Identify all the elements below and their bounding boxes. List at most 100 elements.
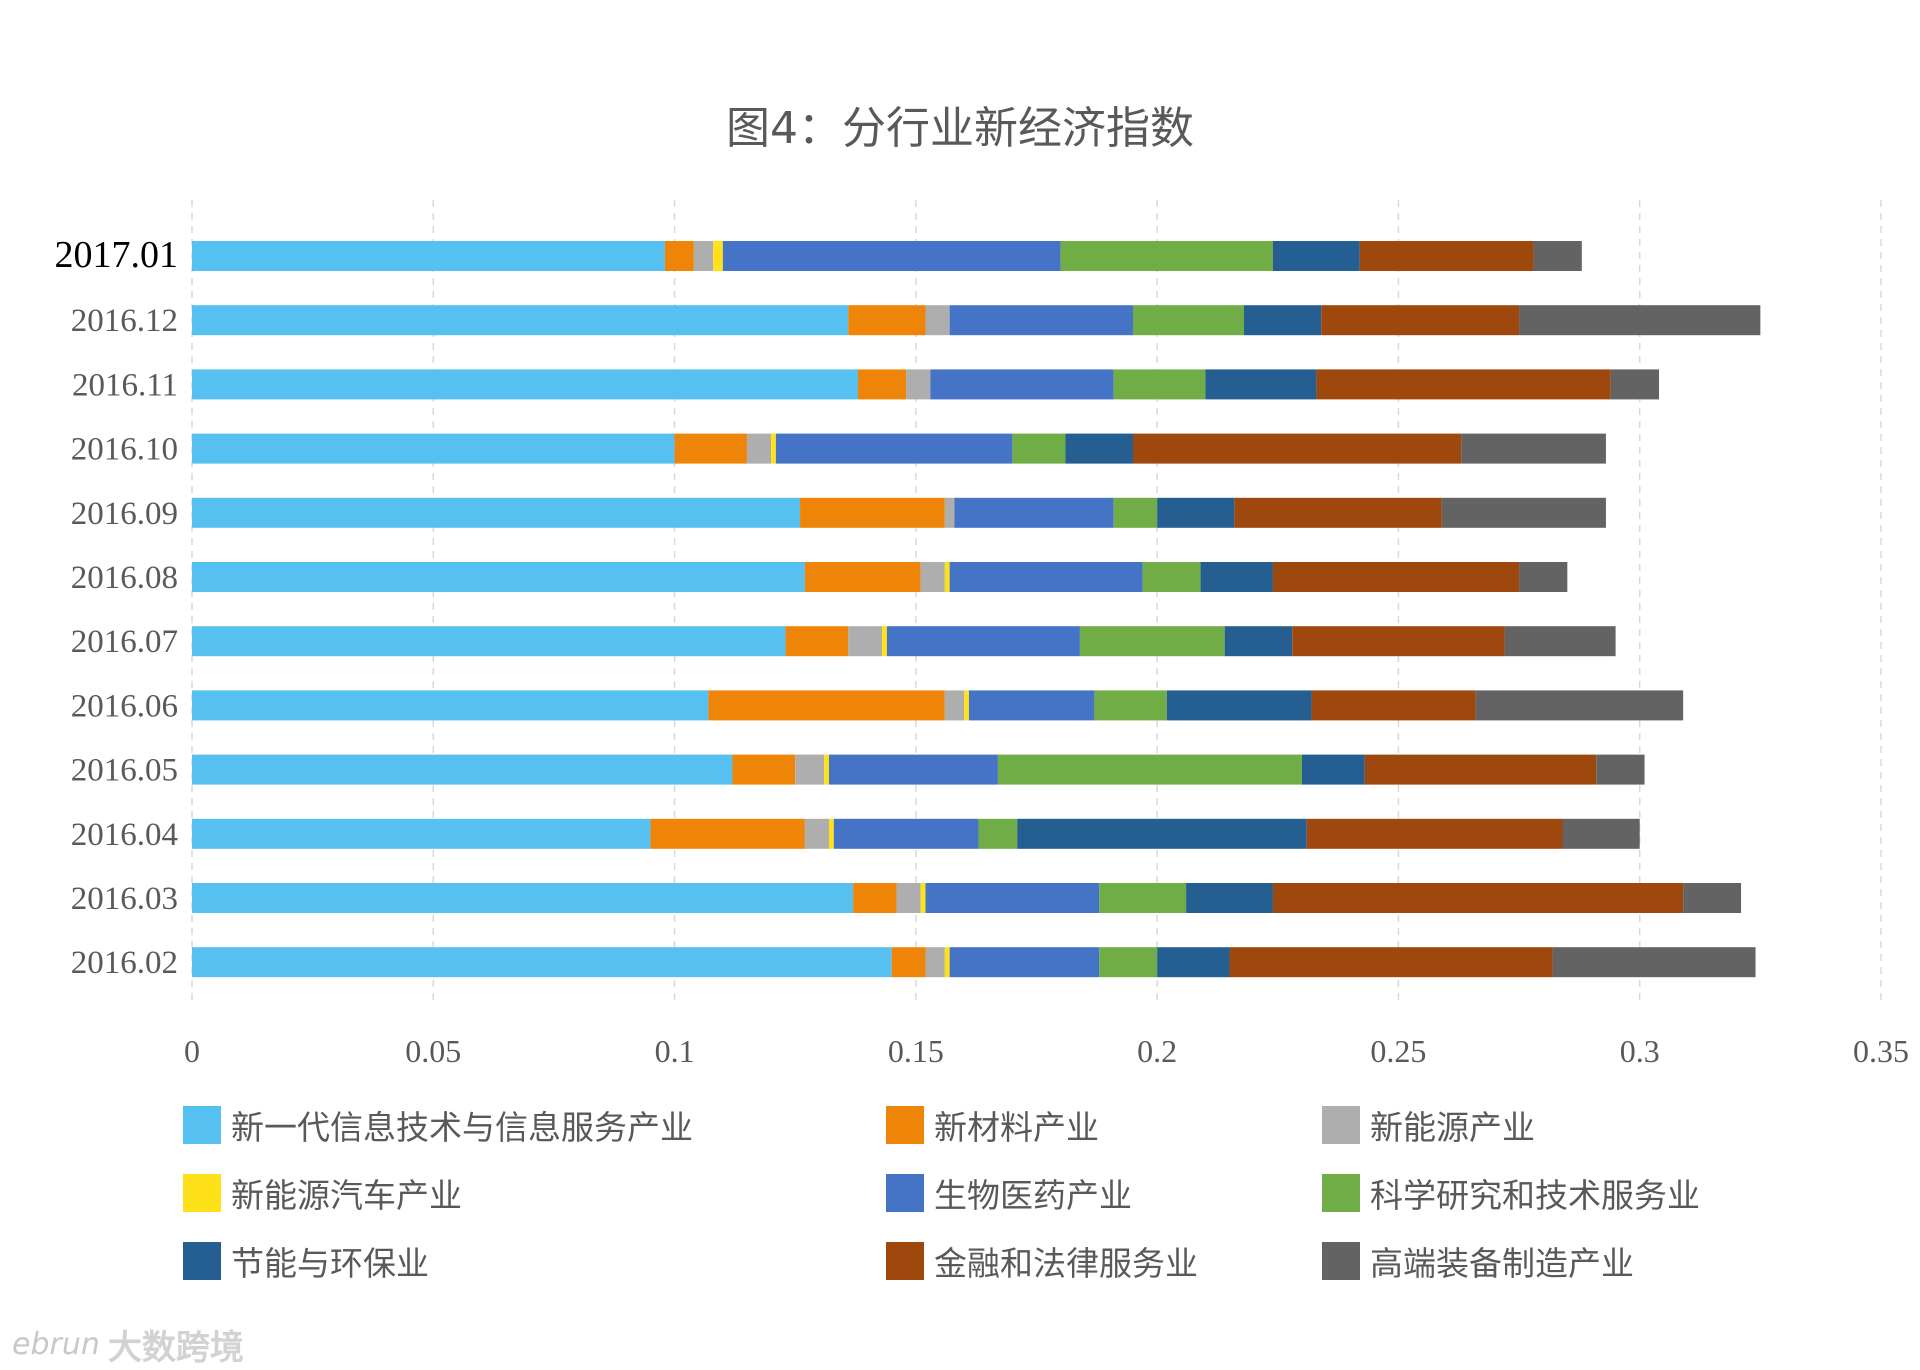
bar-2016.12-series-4 xyxy=(949,305,1134,336)
bar-2016.12-series-6 xyxy=(1244,305,1322,336)
bar-2016.11-series-6 xyxy=(1205,369,1317,400)
bar-2016.02-series-8 xyxy=(1552,947,1756,978)
bar-2016.08-series-8 xyxy=(1519,562,1568,592)
bar-2016.09-series-8 xyxy=(1441,497,1606,528)
legend-label: 节能与环保业 xyxy=(231,1244,429,1283)
watermark: ebrun 大数跨境 xyxy=(12,1322,244,1368)
bar-2016.10-series-5 xyxy=(1012,433,1066,464)
bar-2016.08-series-6 xyxy=(1200,562,1273,592)
bar-2016.05-series-0 xyxy=(192,754,733,785)
bar-2016.11-series-0 xyxy=(192,369,858,400)
bars xyxy=(192,241,1761,978)
bar-2016.07-series-0 xyxy=(192,626,786,657)
legend-swatch xyxy=(183,1242,221,1280)
chart-title: 图4：分行业新经济指数 xyxy=(726,103,1194,154)
bar-2016.07-series-5 xyxy=(1079,626,1225,657)
bar-2017.01-series-4 xyxy=(722,241,1061,271)
bar-2017.01-series-7 xyxy=(1359,241,1534,271)
legend-label: 科学研究和技术服务业 xyxy=(1370,1176,1700,1215)
watermark-text: 大数跨境 xyxy=(107,1327,244,1368)
x-tick-label-6: 0.3 xyxy=(1620,1033,1660,1069)
y-tick-label-2016.05: 2016.05 xyxy=(71,753,178,789)
legend-swatch xyxy=(886,1106,924,1144)
bar-2016.11-series-2 xyxy=(906,369,931,400)
bar-2016.07-series-6 xyxy=(1224,626,1293,657)
x-axis-labels: 0 0.05 0.1 0.15 0.2 0.25 0.3 0.35 xyxy=(184,1033,1909,1069)
legend-swatch xyxy=(1322,1242,1360,1280)
bar-2017.01-series-6 xyxy=(1272,241,1360,271)
bar-2016.04-series-2 xyxy=(804,818,829,849)
bar-2016.11-series-8 xyxy=(1610,369,1660,400)
y-tick-label-2016.06: 2016.06 xyxy=(71,688,178,724)
bar-2016.02-series-7 xyxy=(1229,947,1553,978)
bar-2016.03-series-3 xyxy=(920,883,926,913)
x-tick-label-3: 0.15 xyxy=(888,1033,944,1069)
bar-2016.11-series-7 xyxy=(1316,369,1611,400)
y-tick-label-2016.08: 2016.08 xyxy=(71,560,178,596)
bar-2016.03-series-5 xyxy=(1099,883,1187,913)
bar-2016.03-series-8 xyxy=(1683,883,1742,913)
legend-label: 新能源产业 xyxy=(1370,1108,1535,1147)
bar-2016.10-series-1 xyxy=(674,433,747,464)
bar-2016.09-series-1 xyxy=(800,497,945,528)
bar-2016.06-series-7 xyxy=(1311,690,1476,721)
bar-2016.12-series-7 xyxy=(1321,305,1520,336)
watermark-logo-icon: ebrun xyxy=(12,1326,100,1362)
bar-2017.01-series-5 xyxy=(1060,241,1273,271)
bar-2016.12-series-0 xyxy=(192,305,849,336)
bar-2016.06-series-8 xyxy=(1475,690,1684,721)
bar-2016.09-series-6 xyxy=(1157,497,1235,528)
legend-swatch xyxy=(183,1174,221,1212)
bar-2016.02-series-2 xyxy=(925,947,945,978)
y-tick-label-2016.12: 2016.12 xyxy=(71,303,178,339)
legend-item-7: 金融和法律服务业 xyxy=(886,1239,1198,1283)
bar-2016.06-series-6 xyxy=(1166,690,1312,721)
bar-2016.04-series-3 xyxy=(828,818,834,849)
bar-2016.05-series-3 xyxy=(824,754,829,785)
bar-2016.12-series-5 xyxy=(1133,305,1245,336)
bar-2016.10-series-0 xyxy=(192,433,675,464)
bar-2016.12-series-8 xyxy=(1519,305,1761,336)
legend-item-8: 高端装备制造产业 xyxy=(1322,1239,1634,1283)
x-tick-label-2: 0.1 xyxy=(655,1033,695,1069)
bar-2016.02-series-3 xyxy=(944,947,950,978)
bar-2016.07-series-3 xyxy=(882,626,887,657)
bar-2016.06-series-2 xyxy=(944,690,965,721)
legend-swatch xyxy=(886,1242,924,1280)
bar-2016.06-series-4 xyxy=(968,690,1095,721)
bar-2016.02-series-5 xyxy=(1099,947,1158,978)
bar-2016.04-series-1 xyxy=(650,818,805,849)
bar-2016.05-series-5 xyxy=(997,754,1302,785)
bar-2016.11-series-5 xyxy=(1113,369,1206,400)
legend-swatch xyxy=(183,1106,221,1144)
legend-label: 高端装备制造产业 xyxy=(1370,1244,1634,1283)
bar-2016.10-series-3 xyxy=(771,433,776,464)
bar-2016.07-series-8 xyxy=(1504,626,1616,657)
bar-2016.04-series-8 xyxy=(1562,818,1640,849)
bar-2016.04-series-0 xyxy=(192,818,651,849)
bar-2016.08-series-3 xyxy=(944,562,950,592)
bar-2016.02-series-6 xyxy=(1157,947,1230,978)
bar-2016.03-series-7 xyxy=(1272,883,1684,913)
y-tick-label-2016.10: 2016.10 xyxy=(71,432,178,468)
y-tick-label-2016.11: 2016.11 xyxy=(72,367,178,403)
bar-2016.08-series-0 xyxy=(192,562,805,592)
bar-2016.05-series-1 xyxy=(732,754,796,785)
bar-2016.10-series-6 xyxy=(1065,433,1134,464)
bar-2016.08-series-1 xyxy=(804,562,921,592)
x-tick-label-0: 0 xyxy=(184,1033,200,1069)
y-tick-label-2016.04: 2016.04 xyxy=(71,817,178,853)
bar-2016.10-series-2 xyxy=(746,433,772,464)
bar-2016.03-series-4 xyxy=(925,883,1100,913)
x-tick-label-1: 0.05 xyxy=(405,1033,461,1069)
bar-2016.08-series-4 xyxy=(949,562,1143,592)
bar-2016.04-series-6 xyxy=(1017,818,1307,849)
bar-2016.03-series-6 xyxy=(1186,883,1273,913)
bar-2016.10-series-7 xyxy=(1133,433,1462,464)
legend-label: 新能源汽车产业 xyxy=(231,1176,462,1215)
bar-2016.09-series-0 xyxy=(192,497,801,528)
bar-2017.01-series-1 xyxy=(664,241,694,271)
bar-2016.07-series-1 xyxy=(785,626,849,657)
bar-2016.06-series-5 xyxy=(1094,690,1167,721)
